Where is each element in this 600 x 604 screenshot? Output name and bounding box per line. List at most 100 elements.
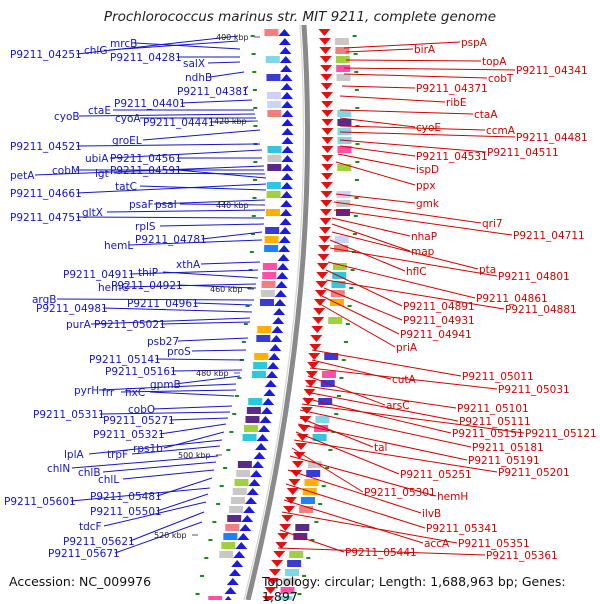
- forward-gene-glyph: [280, 74, 293, 81]
- feature-block: [284, 569, 299, 576]
- gene-label-right: P9211_05201: [498, 467, 570, 479]
- feature-block: [232, 488, 247, 495]
- gene-label-right: qri7: [482, 218, 503, 230]
- leader-line-left: [176, 169, 267, 179]
- reverse-gene-glyph: [311, 326, 324, 333]
- leader-line-right: [335, 193, 416, 204]
- feature-block: [337, 110, 352, 117]
- reverse-gene-glyph: [319, 56, 332, 63]
- gene-label-right: ppx: [416, 180, 436, 192]
- gene-label-left: chlB: [78, 467, 101, 479]
- gene-label-left: P9211_04251: [10, 49, 82, 61]
- leader-line-left: [179, 203, 266, 206]
- reverse-gene-glyph: [313, 308, 326, 315]
- reverse-gene-glyph: [320, 200, 333, 207]
- kbp-marker: 500 kbp: [178, 451, 211, 460]
- reverse-gene-glyph: [314, 290, 327, 297]
- forward-gene-glyph: [262, 398, 275, 405]
- green-tick: [200, 575, 205, 577]
- feature-block: [230, 497, 245, 504]
- green-tick: [341, 359, 346, 361]
- reverse-gene-glyph: [298, 425, 311, 432]
- gene-label-left: fixC: [125, 387, 145, 399]
- gene-label-left: psb27: [147, 336, 179, 348]
- gene-label-right: P9211_05301: [364, 487, 436, 499]
- feature-block: [331, 281, 346, 288]
- reverse-gene-glyph: [319, 218, 332, 225]
- gene-label-left: P9211_05271: [103, 415, 175, 427]
- gene-label-right: P9211_04371: [416, 83, 488, 95]
- green-tick: [355, 107, 360, 109]
- green-tick: [297, 593, 302, 595]
- green-tick: [226, 449, 231, 451]
- forward-gene-glyph: [281, 92, 294, 99]
- feature-block: [335, 209, 350, 216]
- gene-label-left: xthA: [176, 259, 201, 271]
- feature-block: [329, 299, 344, 306]
- gene-label-right: pta: [479, 264, 496, 276]
- forward-gene-glyph: [271, 326, 284, 333]
- leader-line-right: [345, 59, 482, 62]
- leader-line-left: [128, 239, 263, 246]
- leader-line-left: [113, 172, 266, 175]
- gene-label-left: P9211_04281: [110, 52, 182, 64]
- green-tick: [229, 431, 234, 433]
- leader-line-left: [156, 493, 209, 512]
- gene-label-right: gmk: [416, 198, 440, 210]
- gene-label-right: birA: [414, 44, 436, 56]
- leader-line-left: [129, 269, 259, 275]
- reverse-gene-glyph: [320, 65, 333, 72]
- gene-label-right: P9211_04891: [403, 301, 475, 313]
- forward-gene-glyph: [237, 533, 250, 540]
- leader-line-right: [293, 439, 498, 473]
- forward-gene-glyph: [224, 596, 232, 600]
- leader-line-left: [152, 405, 233, 410]
- forward-gene-glyph: [251, 461, 264, 468]
- kbp-marker: 440 kbp: [216, 201, 249, 210]
- leader-line-right: [285, 483, 426, 529]
- gene-label-left: P9211_04751: [10, 212, 82, 224]
- feature-block: [244, 425, 259, 432]
- green-tick: [325, 467, 330, 469]
- reverse-gene-glyph: [281, 515, 294, 522]
- gene-label-left: trpF: [107, 449, 128, 461]
- gene-label-right: map: [411, 246, 435, 258]
- feature-block: [315, 416, 330, 423]
- feature-block: [267, 101, 282, 108]
- green-tick: [253, 179, 258, 181]
- gene-label-left: petA: [10, 170, 35, 182]
- leader-line-left: [160, 321, 251, 325]
- feature-block: [267, 110, 282, 117]
- leader-line-left: [209, 120, 259, 123]
- leader-line-left: [159, 423, 227, 435]
- forward-gene-glyph: [280, 65, 293, 72]
- leader-line-left: [76, 143, 261, 147]
- feature-block: [337, 128, 352, 135]
- forward-gene-glyph: [263, 389, 276, 396]
- leader-line-left: [139, 185, 267, 191]
- green-tick: [251, 53, 256, 55]
- reverse-gene-glyph: [283, 506, 296, 513]
- leader-line-right: [289, 455, 437, 497]
- forward-gene-glyph: [258, 425, 271, 432]
- leader-line-right: [325, 279, 505, 310]
- green-tick: [354, 197, 359, 199]
- green-tick: [306, 557, 311, 559]
- leader-line-left: [134, 42, 241, 50]
- leader-line-left: [56, 298, 255, 301]
- feature-block: [334, 236, 349, 243]
- leader-line-right: [339, 109, 474, 115]
- gene-label-left: purA: [66, 319, 92, 331]
- feature-block: [264, 245, 279, 252]
- reverse-gene-glyph: [308, 353, 321, 360]
- green-tick: [241, 341, 246, 343]
- leader-line-right: [287, 469, 422, 514]
- feature-block: [336, 74, 351, 81]
- leader-line-right: [279, 529, 345, 553]
- feature-block: [267, 92, 282, 99]
- reverse-gene-glyph: [319, 209, 332, 216]
- feature-block: [266, 182, 281, 189]
- green-tick: [352, 35, 357, 37]
- forward-gene-glyph: [279, 227, 292, 234]
- green-tick: [318, 503, 323, 505]
